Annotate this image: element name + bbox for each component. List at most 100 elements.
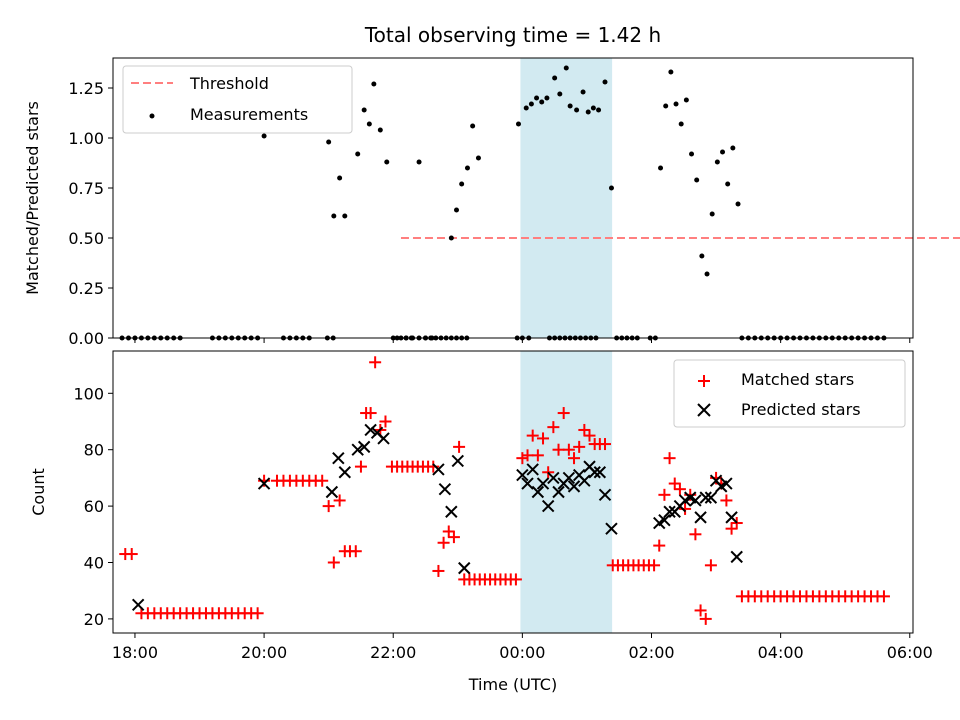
bottom-axes-frame: [112, 350, 914, 634]
matched-star-point: [349, 545, 362, 558]
matched-star-point: [447, 531, 460, 544]
measurement-point: [377, 127, 383, 133]
measurement-point: [361, 107, 367, 113]
predicted-star-point: [547, 471, 560, 485]
matched-star-point: [437, 536, 450, 549]
predicted-star-point: [730, 550, 743, 564]
predicted-star-point: [567, 480, 581, 493]
top-axes: 0.00 0.25 0.50 0.75 1.00 1.25 Matched/Predict…: [23, 57, 960, 348]
legend-measurements-label: Measurements: [190, 105, 308, 124]
predicted-star-point: [689, 494, 702, 507]
bottom-y-ticks: 20 40 60 80 100: [73, 384, 113, 629]
measurement-point: [331, 213, 337, 219]
measurement-point: [459, 181, 465, 187]
predicted-star-point: [562, 471, 576, 485]
top-y-tick-label: 0.75: [68, 179, 104, 198]
legend-predicted-label: Predicted stars: [741, 400, 861, 419]
predicted-star-point: [598, 488, 612, 502]
legend-predicted-swatch: [697, 403, 711, 417]
matched-star-point: [354, 460, 367, 473]
measurement-point: [261, 133, 267, 139]
matched-star-point: [648, 559, 661, 572]
legend-measurements-swatch: [149, 113, 155, 119]
measurement-point: [326, 139, 332, 145]
measurement-point: [448, 235, 454, 241]
matched-star-point: [552, 443, 565, 456]
matched-star-point: [689, 528, 702, 541]
measurement-point: [371, 81, 377, 87]
bottom-y-tick-label: 40: [84, 554, 104, 573]
bottom-y-tick-label: 20: [84, 610, 104, 629]
predicted-star-point: [725, 511, 738, 524]
measurement-point: [580, 89, 586, 95]
x-tick-label: 04:00: [758, 643, 804, 662]
top-x-ticks: [134, 338, 911, 343]
predicted-star-point: [357, 440, 371, 454]
predicted-star-point: [663, 505, 676, 518]
matched-star-point: [327, 556, 340, 569]
predicted-star-point: [552, 485, 565, 499]
matched-star-point: [369, 356, 382, 369]
predicted-star-point: [578, 474, 591, 487]
measurement-point: [416, 159, 422, 165]
bottom-y-tick-label: 80: [84, 441, 104, 460]
predicted-star-point: [131, 598, 145, 612]
matched-star-point: [679, 502, 692, 515]
measurement-point: [475, 155, 481, 161]
matched-star-point: [521, 449, 534, 462]
top-y-tick-label: 1.00: [68, 129, 104, 148]
x-tick-label: 22:00: [370, 643, 416, 662]
x-tick-label: 06:00: [887, 643, 933, 662]
predicted-star-point: [458, 561, 471, 575]
predicted-star-point: [521, 477, 534, 490]
matched-star-point: [694, 604, 707, 617]
predicted-star-point: [432, 463, 445, 476]
matched-star-point: [333, 494, 346, 507]
measurement-point: [355, 151, 361, 157]
matched-star-point: [125, 548, 138, 561]
measurement-point: [608, 185, 614, 191]
predicted-star-point: [526, 463, 539, 476]
top-y-tick-label: 1.25: [68, 79, 104, 98]
measurement-point: [342, 213, 348, 219]
matched-star-point: [668, 477, 681, 490]
predicted-star-point: [605, 522, 618, 535]
measurement-point: [668, 69, 674, 75]
bottom-y-tick-label: 60: [84, 497, 104, 516]
predicted-star-point: [694, 511, 707, 524]
matched-star-point: [509, 573, 522, 586]
bottom-axes: 20 40 60 80 100 18:00 20:00 22:00 00:00 02:00 04:…: [29, 350, 933, 694]
predicted-star-point: [704, 491, 718, 504]
matched-star-point: [720, 494, 733, 507]
measurement-point: [534, 95, 540, 101]
bottom-legend-frame: [673, 359, 906, 428]
measurement-point: [366, 121, 372, 127]
matched-star-point: [877, 590, 890, 603]
predicted-star-point: [364, 423, 377, 437]
predicted-star-point: [593, 466, 607, 479]
measurement-point: [602, 79, 608, 85]
matched-star-point: [557, 407, 570, 420]
measurement-point: [720, 149, 726, 155]
bottom-marks: [119, 356, 890, 625]
top-axes-frame: [112, 57, 914, 339]
matched-star-point: [379, 415, 392, 428]
measurement-point: [689, 151, 695, 157]
measurement-point: [596, 107, 602, 113]
matched-star-point: [573, 440, 586, 453]
matched-star-point: [251, 607, 264, 620]
matched-star-point: [653, 539, 666, 552]
top-y-tick-label: 0.00: [68, 329, 104, 348]
matched-star-point: [537, 432, 550, 445]
matched-star-point: [599, 438, 612, 451]
chart-title: Total observing time = 1.42 h: [364, 23, 661, 47]
predicted-star-point: [541, 499, 555, 513]
matched-star-point: [516, 452, 529, 465]
measurement-point: [574, 107, 580, 113]
predicted-star-point: [720, 477, 733, 490]
measurement-point: [663, 103, 669, 109]
measurement-point: [544, 95, 550, 101]
measurement-point: [523, 105, 529, 111]
measurement-point: [709, 211, 715, 217]
